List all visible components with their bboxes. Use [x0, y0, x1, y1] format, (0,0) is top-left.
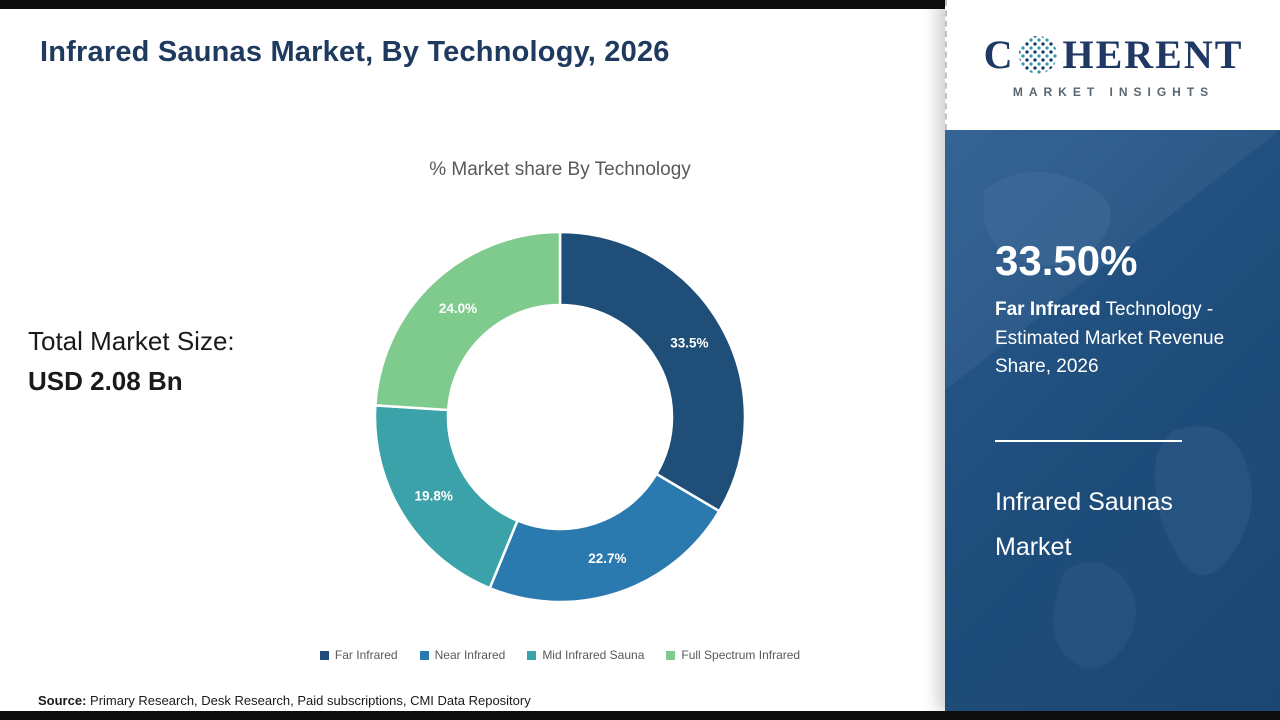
legend-label: Mid Infrared Sauna — [542, 648, 645, 662]
brand-logo-row: C HERENT — [984, 31, 1244, 78]
source-label: Source: — [38, 693, 87, 708]
total-market-size: Total Market Size: USD 2.08 Bn — [28, 326, 235, 397]
right-column: C HERENT MARKET INSIGHTS 33.50% Far Infr… — [945, 0, 1280, 712]
donut-chart-container: 33.5% 22.7% 19.8% 24.0% — [370, 227, 750, 607]
total-market-label: Total Market Size: — [28, 326, 235, 356]
highlight-content: 33.50% Far Infrared Technology - Estimat… — [945, 130, 1280, 570]
legend-item: Near Infrared — [419, 648, 506, 662]
highlight-description-rest: Technology - Estimated Market Revenue Sh… — [995, 299, 1225, 377]
legend-label: Far Infrared — [334, 648, 398, 662]
legend-swatch-icon — [527, 650, 537, 660]
chart-legend: Far Infrared Near Infrared Mid Infrared Sa… — [180, 648, 940, 662]
legend-item: Full Spectrum Infrared — [666, 648, 800, 662]
highlight-description-bold: Far Infrared — [995, 299, 1101, 320]
donut-segment-label-3: 24.0% — [439, 301, 477, 316]
brand-logo: C HERENT MARKET INSIGHTS — [945, 0, 1280, 130]
source-line: Source: Primary Research, Desk Research,… — [38, 693, 531, 708]
top-black-bar — [0, 0, 945, 9]
market-name-line1: Infrared Saunas — [995, 487, 1173, 516]
legend-label: Near Infrared — [434, 648, 506, 662]
chart-title: % Market share By Technology — [429, 159, 691, 180]
brand-letter-c: C — [983, 32, 1015, 77]
legend-item: Mid Infrared Sauna — [527, 648, 644, 662]
legend-swatch-icon — [666, 650, 676, 660]
market-name: Infrared Saunas Market — [995, 480, 1240, 570]
page-title: Infrared Saunas Market, By Technology, 2… — [40, 36, 670, 68]
dotted-globe-icon — [1019, 35, 1058, 74]
donut-chart: 33.5% 22.7% 19.8% 24.0% — [373, 230, 747, 604]
donut-segment-3 — [374, 230, 562, 412]
donut-segment-2 — [373, 404, 520, 590]
legend-label: Full Spectrum Infrared — [681, 648, 801, 662]
legend-item: Far Infrared — [319, 648, 398, 662]
donut-segment-1 — [488, 472, 721, 604]
donut-segment-label-0: 33.5% — [670, 336, 708, 351]
legend-swatch-icon — [419, 650, 429, 660]
bottom-black-bar — [0, 711, 1280, 720]
legend-swatch-icon — [319, 650, 329, 660]
brand-subtitle: MARKET INSIGHTS — [1012, 85, 1215, 99]
source-text: Primary Research, Desk Research, Paid su… — [86, 693, 531, 708]
market-name-line2: Market — [995, 532, 1072, 561]
brand-letters-herent: HERENT — [1062, 32, 1244, 77]
highlight-description: Far Infrared Technology - Estimated Mark… — [995, 296, 1235, 382]
total-market-value: USD 2.08 Bn — [28, 366, 183, 396]
highlight-panel: 33.50% Far Infrared Technology - Estimat… — [945, 130, 1280, 712]
donut-segment-label-2: 19.8% — [415, 489, 453, 504]
donut-segment-label-1: 22.7% — [588, 551, 626, 566]
panel-divider — [995, 439, 1182, 442]
world-map-decoration — [945, 130, 1280, 669]
highlight-percentage: 33.50% — [995, 237, 1138, 284]
donut-segment-0 — [558, 230, 747, 513]
